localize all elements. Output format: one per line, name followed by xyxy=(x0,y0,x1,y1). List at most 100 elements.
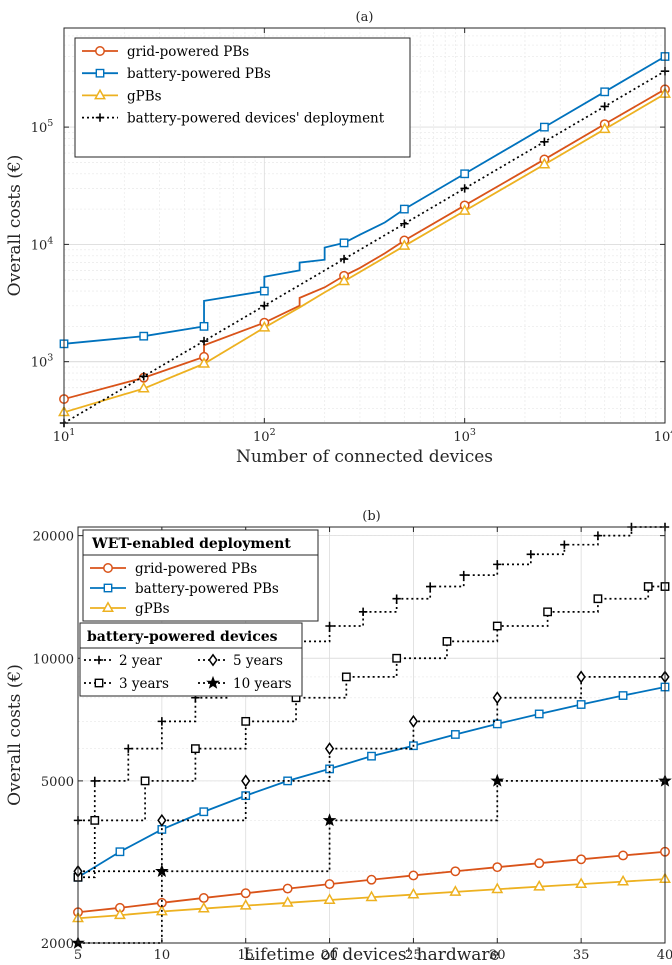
series-marker-1 xyxy=(241,791,251,801)
series-marker-1 xyxy=(339,238,349,248)
x-axis-label: Number of connected devices xyxy=(236,447,493,467)
axes-box xyxy=(77,526,666,944)
legend-label: 5 years xyxy=(233,653,283,669)
y-tick-label: 2000 xyxy=(41,937,74,952)
chart-title: (b) xyxy=(362,509,380,524)
series-marker-3 xyxy=(426,582,435,591)
series-marker-2 xyxy=(113,908,126,920)
series-line-5 xyxy=(78,676,665,873)
legend-label: battery-powered PBs xyxy=(135,581,279,597)
legend-label: 10 years xyxy=(233,676,292,692)
series-marker-3 xyxy=(400,219,409,228)
series-marker-0 xyxy=(618,850,629,861)
series-group xyxy=(58,52,671,428)
legend-label: 3 years xyxy=(119,676,169,692)
chart-a: 101 102 103 104 103 104 105 (a) Number of connec… xyxy=(5,10,672,467)
series-marker-3 xyxy=(325,621,334,631)
series-marker-3 xyxy=(560,540,569,549)
series-marker-1 xyxy=(259,286,269,296)
x-tick-label: 101 xyxy=(53,427,76,445)
series-marker-4 xyxy=(543,607,553,617)
series-marker-4 xyxy=(643,582,653,591)
series-marker-1 xyxy=(534,709,544,719)
x-tick-label: 5 xyxy=(74,948,82,963)
series-marker-0 xyxy=(450,866,461,877)
y-tick-label: 105 xyxy=(31,118,54,136)
legend-box xyxy=(82,529,319,622)
series-marker-1 xyxy=(367,751,376,761)
series-marker-6 xyxy=(490,773,505,787)
legend-box xyxy=(74,37,411,158)
legend-box xyxy=(79,622,303,697)
x-tick-label: 35 xyxy=(573,948,590,963)
series-marker-2 xyxy=(239,898,252,910)
series-marker-3 xyxy=(593,531,603,540)
legend: grid-powered PBs battery-powered PBs gPBs b… xyxy=(74,37,411,158)
series-marker-3 xyxy=(459,570,468,580)
series-marker-3 xyxy=(358,607,368,617)
series-marker-5 xyxy=(492,691,502,705)
y-tick-label: 20000 xyxy=(33,530,74,545)
legend-entry-marker xyxy=(208,653,218,667)
series-line-6 xyxy=(78,780,665,944)
legend-entry-2-marker xyxy=(94,88,106,100)
series-marker-3 xyxy=(157,717,167,726)
series-marker-1 xyxy=(199,321,209,331)
legend-entry-marker xyxy=(94,678,104,688)
series-marker-4 xyxy=(442,636,452,646)
series-marker-2 xyxy=(449,885,462,896)
legend-title: battery-powered devices xyxy=(87,629,278,645)
series-marker-2 xyxy=(575,877,588,889)
series-marker-5 xyxy=(408,714,419,728)
legend-label: gPBs xyxy=(135,601,170,617)
series-marker-1 xyxy=(618,691,628,700)
series-marker-1 xyxy=(139,331,149,341)
chart-title: (a) xyxy=(356,10,374,25)
series-marker-3 xyxy=(90,776,99,786)
series-marker-1 xyxy=(460,169,470,179)
series-marker-1 xyxy=(539,122,549,132)
series-marker-3 xyxy=(493,560,502,569)
x-tick-label: 103 xyxy=(453,427,476,445)
series-marker-4 xyxy=(392,653,402,663)
series-marker-2 xyxy=(533,879,546,891)
series-marker-5 xyxy=(241,774,251,788)
series-marker-2 xyxy=(258,320,271,332)
legend-label: grid-powered PBs xyxy=(135,561,257,577)
series-marker-4 xyxy=(90,815,100,825)
series-marker-0 xyxy=(282,883,293,894)
series-line-1 xyxy=(63,55,666,345)
legend-entry-marker xyxy=(206,675,220,689)
ticks: 5 10 15 20 25 30 35 40 2000 5000 10000 20000 xyxy=(33,527,672,963)
series-marker-5 xyxy=(324,742,335,756)
series-marker-3 xyxy=(199,336,209,346)
y-tick-label: 5000 xyxy=(41,775,74,790)
legend-title: WET-enabled deployment xyxy=(91,536,291,552)
legend-entry-1-marker xyxy=(95,68,105,78)
series-marker-4 xyxy=(341,672,351,682)
series-marker-0 xyxy=(198,892,209,903)
legend-label: battery-powered PBs xyxy=(127,66,271,82)
x-tick-label: 30 xyxy=(489,948,506,963)
x-tick-label: 10 xyxy=(154,948,171,963)
legend-entry-0-marker xyxy=(95,46,105,56)
series-marker-2 xyxy=(323,893,336,904)
series-marker-1 xyxy=(450,730,460,739)
series-marker-1 xyxy=(576,700,586,709)
legend-label: gPBs xyxy=(127,88,162,104)
series-marker-0 xyxy=(492,862,503,873)
series-marker-3 xyxy=(392,594,401,603)
series-marker-3 xyxy=(600,102,609,111)
series-marker-2 xyxy=(338,274,351,286)
x-tick-label: 25 xyxy=(405,948,422,963)
series-marker-3 xyxy=(339,254,349,264)
x-tick-label: 102 xyxy=(253,427,276,445)
x-tick-label: 15 xyxy=(237,948,254,963)
chart-b: 5 10 15 20 25 30 35 40 2000 5000 10000 20000 (b) Life… xyxy=(5,509,672,965)
legend-wet: WET-enabled deployment grid-powered PBs ba… xyxy=(82,529,319,622)
legend-entry-3-marker xyxy=(95,113,105,122)
series-marker-6 xyxy=(322,813,337,827)
series-marker-6 xyxy=(155,864,169,878)
series-marker-3 xyxy=(124,744,133,753)
